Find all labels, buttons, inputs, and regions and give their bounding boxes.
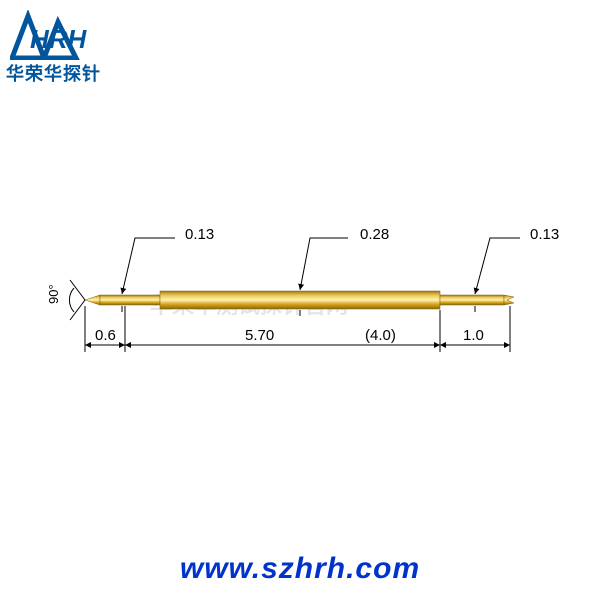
dim-top-3: 0.13 bbox=[530, 226, 559, 243]
dim-bot-2-paren: (4.0) bbox=[365, 327, 396, 344]
dim-bot-1: 0.6 bbox=[95, 327, 116, 344]
dim-top-2: 0.28 bbox=[360, 226, 389, 243]
dim-angle: 90° bbox=[46, 284, 61, 304]
dim-bot-3: 1.0 bbox=[463, 327, 484, 344]
probe-diagram: 0.13 0.28 0.13 90° 0.6 5.70 (4.0) 1.0 bbox=[0, 0, 600, 600]
footer-url: www.szhrh.com bbox=[0, 552, 600, 586]
dim-top-1: 0.13 bbox=[185, 226, 214, 243]
dim-bot-2: 5.70 bbox=[245, 327, 274, 344]
